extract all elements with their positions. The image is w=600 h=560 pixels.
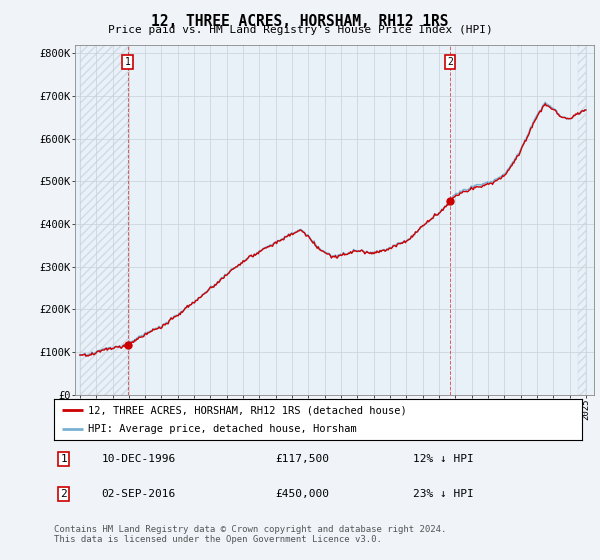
Text: 2: 2: [61, 489, 67, 499]
Text: 23% ↓ HPI: 23% ↓ HPI: [413, 489, 474, 499]
Text: £450,000: £450,000: [276, 489, 330, 499]
Text: 12% ↓ HPI: 12% ↓ HPI: [413, 454, 474, 464]
Text: 02-SEP-2016: 02-SEP-2016: [101, 489, 176, 499]
Text: 12, THREE ACRES, HORSHAM, RH12 1RS (detached house): 12, THREE ACRES, HORSHAM, RH12 1RS (deta…: [88, 405, 407, 415]
Text: 10-DEC-1996: 10-DEC-1996: [101, 454, 176, 464]
Text: Contains HM Land Registry data © Crown copyright and database right 2024.
This d: Contains HM Land Registry data © Crown c…: [54, 525, 446, 544]
Text: 12, THREE ACRES, HORSHAM, RH12 1RS: 12, THREE ACRES, HORSHAM, RH12 1RS: [151, 14, 449, 29]
Text: 2: 2: [447, 57, 453, 67]
Text: HPI: Average price, detached house, Horsham: HPI: Average price, detached house, Hors…: [88, 424, 357, 433]
Text: 1: 1: [61, 454, 67, 464]
Text: 1: 1: [125, 57, 131, 67]
Text: £117,500: £117,500: [276, 454, 330, 464]
Text: Price paid vs. HM Land Registry's House Price Index (HPI): Price paid vs. HM Land Registry's House …: [107, 25, 493, 35]
